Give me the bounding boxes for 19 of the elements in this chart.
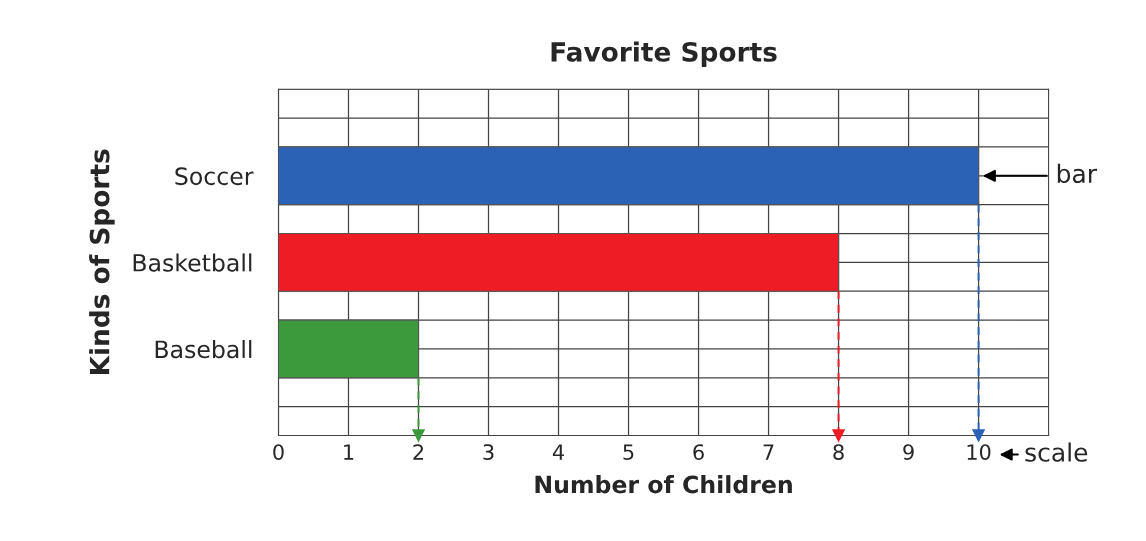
- x-tick-label: 2: [413, 444, 424, 460]
- x-tick-label: 10: [967, 444, 991, 460]
- text: scale: [1025, 442, 1088, 462]
- x-tick-label: 3: [483, 444, 494, 460]
- y-tick-label: Basketball: [133, 253, 252, 272]
- x-tick-label: 6: [693, 444, 704, 460]
- x-tick-label: 5: [623, 444, 634, 460]
- annotation: bar: [1057, 163, 1098, 184]
- y-tick-label: Soccer: [175, 167, 254, 186]
- x-axis-title: Number of Children: [535, 475, 792, 494]
- x-tick-label: 4: [552, 444, 564, 460]
- y-tick-label: Baseball: [155, 339, 252, 359]
- x-tick-label: 1: [344, 444, 354, 460]
- x-tick-label: 0: [273, 444, 284, 460]
- x-tick-label: 8: [833, 444, 844, 460]
- x-tick-label: 7: [763, 444, 774, 460]
- y-axis-title: Kinds of Sports: [89, 149, 115, 375]
- chart-title: Favorite Sports: [551, 41, 777, 67]
- x-tick-label: 9: [903, 444, 914, 460]
